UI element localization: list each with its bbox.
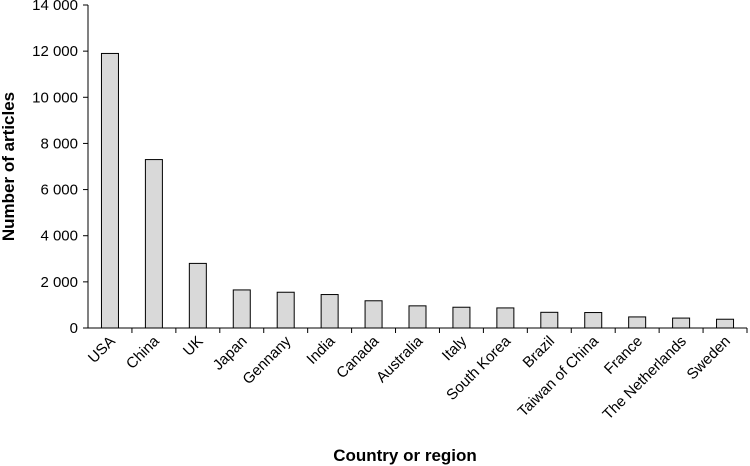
x-tick-label: UK	[180, 333, 207, 360]
bar-taiwan-of-china	[584, 312, 603, 329]
x-tick-label: USA	[85, 333, 119, 367]
bar-brazil	[540, 311, 559, 329]
bar-italy	[452, 306, 471, 329]
y-tick-label: 0	[70, 320, 78, 337]
bar-the-netherlands	[672, 317, 691, 329]
x-tick-label: Sweden	[684, 333, 734, 383]
x-tick-label: Australia	[373, 332, 427, 386]
x-tick-label: The Netherlands	[599, 333, 689, 423]
y-tick-label: 10 000	[32, 89, 78, 106]
x-tick-label: Gennany	[239, 332, 294, 387]
bars	[100, 52, 735, 329]
bar-japan	[232, 289, 251, 329]
y-tick-label: 4 000	[40, 228, 78, 245]
bar-gennany	[276, 291, 295, 329]
bar-china	[144, 159, 163, 329]
bar-india	[320, 294, 339, 329]
y-tick-label: 12 000	[32, 43, 78, 60]
y-tick-label: 6 000	[40, 182, 78, 199]
bar-canada	[364, 300, 383, 329]
bar-france	[628, 316, 647, 329]
x-axis-title: Country or region	[333, 446, 477, 465]
x-tick-label: China	[123, 332, 163, 372]
y-tick-label: 14 000	[32, 0, 78, 14]
x-tick-label: Italy	[439, 332, 471, 364]
x-tick-label: Brazil	[520, 333, 559, 372]
y-axis-title: Number of articles	[0, 92, 18, 241]
bar-south-korea	[496, 307, 515, 329]
bar-australia	[408, 305, 427, 329]
x-tick-label: Taiwan of China	[515, 332, 603, 420]
y-tick-label: 8 000	[40, 135, 78, 152]
y-axis-ticks: 0 2 000 4 000 6 000 8 000 10 000 12 000 14 000	[32, 0, 88, 337]
y-tick-label: 2 000	[40, 274, 78, 291]
bar-sweden	[716, 318, 735, 329]
bar-usa	[100, 52, 119, 329]
bar-uk	[188, 262, 207, 329]
x-tick-label: Japan	[210, 333, 251, 374]
x-tick-label: India	[303, 332, 338, 367]
